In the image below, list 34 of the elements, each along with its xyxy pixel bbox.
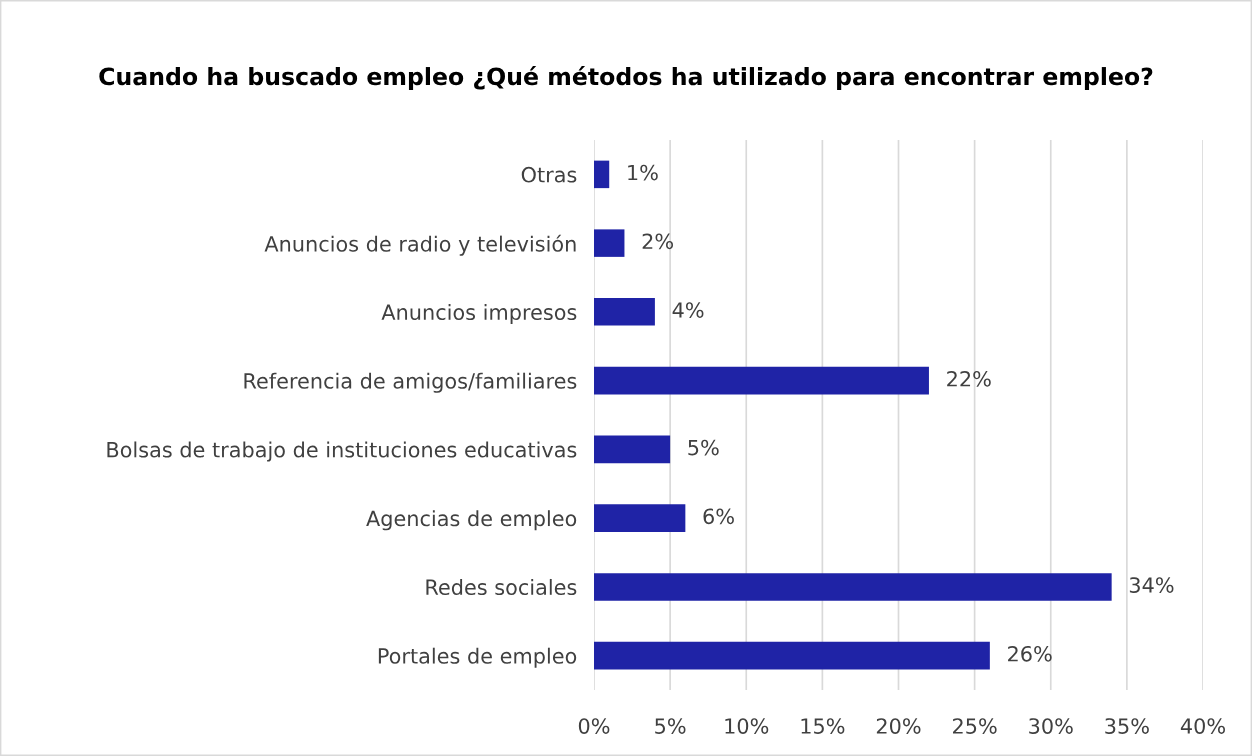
y-tick-label: Anuncios de radio y televisión: [264, 234, 576, 256]
bar: [594, 435, 671, 464]
bar: [594, 298, 655, 326]
data-label: 5%: [688, 439, 719, 456]
y-tick-label: Referencia de amigos/familiares: [244, 372, 577, 393]
x-tick-label: 10%: [725, 718, 769, 734]
data-label: 34%: [1129, 577, 1174, 593]
x-tick-label: 25%: [953, 718, 997, 734]
x-tick-label: 20%: [876, 718, 921, 734]
x-tick-label: 35%: [1105, 718, 1149, 734]
y-tick-label: Bolsas de trabajo de instituciones educativas: [107, 441, 577, 462]
bar: [594, 229, 625, 257]
data-label: 26%: [1008, 645, 1052, 662]
data-label: 22%: [947, 370, 991, 387]
data-label: 4%: [672, 302, 704, 318]
x-tick-label: 0%: [578, 718, 610, 734]
x-tick-label: 30%: [1029, 718, 1073, 734]
data-label: 2%: [642, 233, 674, 250]
data-label: 6%: [703, 508, 734, 525]
x-tick-label: 5%: [655, 718, 686, 734]
bar: [594, 641, 990, 670]
chart-title: Cuando ha buscado empleo ¿Qué métodos ha utilizado para encontrar empleo?: [99, 66, 1153, 90]
y-tick-label: Otras: [521, 166, 577, 183]
bar: [594, 504, 686, 532]
y-tick-label: Redes sociales: [426, 578, 577, 596]
y-tick-label: Agencias de empleo: [366, 510, 577, 531]
bar: [594, 160, 610, 189]
y-tick-label: Portales de empleo: [378, 647, 577, 668]
x-tick-label: 15%: [801, 718, 845, 734]
bar: [594, 366, 929, 395]
bar: [594, 573, 1112, 601]
data-label: 1%: [628, 164, 658, 181]
y-tick-label: Anuncios impresos: [381, 303, 577, 325]
x-tick-label: 40%: [1180, 718, 1225, 734]
